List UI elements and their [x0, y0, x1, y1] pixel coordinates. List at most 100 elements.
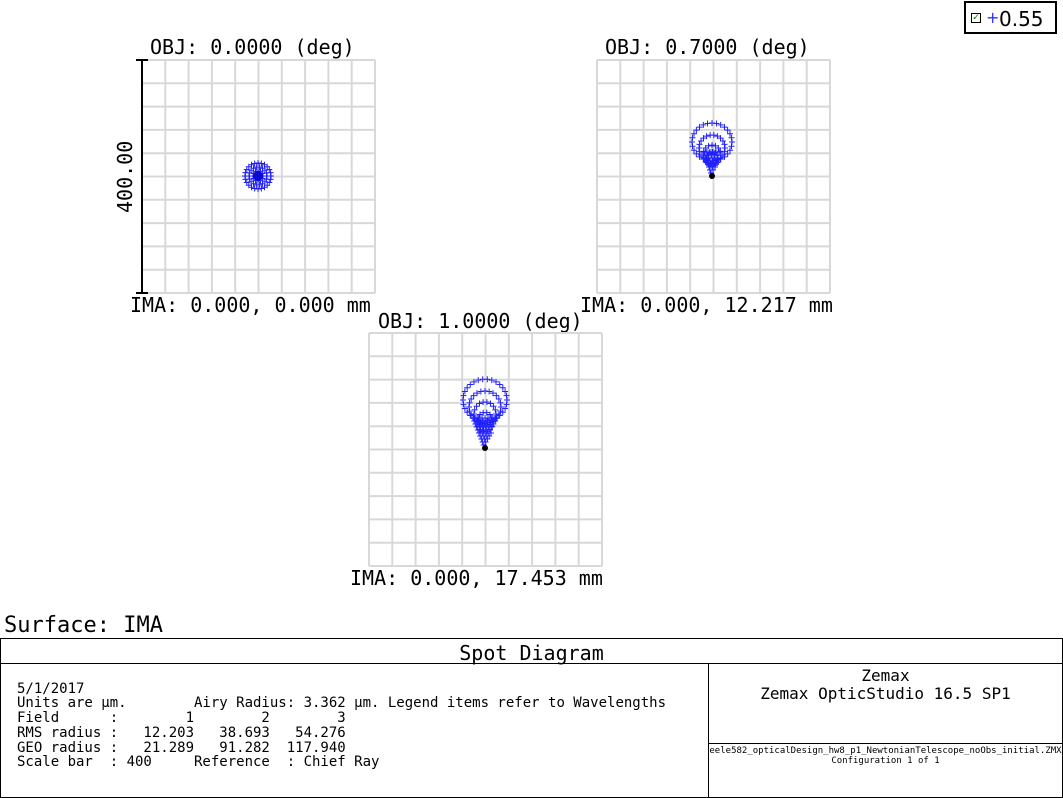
- ray-plus-marker: [487, 400, 494, 407]
- ray-plus-marker: [460, 392, 467, 399]
- ray-plus-marker: [486, 388, 493, 395]
- ray-plus-marker: [468, 396, 475, 402]
- ray-plus-marker: [721, 141, 728, 148]
- ray-plus-marker: [696, 141, 703, 148]
- ray-plus-marker: [696, 124, 703, 131]
- ray-plus-marker: [464, 384, 471, 391]
- legend: ✓ + 0.55: [964, 1, 1057, 34]
- ray-plus-marker: [689, 134, 696, 141]
- ray-plus-marker: [497, 408, 504, 415]
- footer-field-line: Field : 1 2 3: [17, 710, 346, 726]
- ray-plus-marker: [246, 169, 253, 176]
- ray-plus-marker: [488, 377, 495, 384]
- ray-plus-marker: [476, 400, 483, 407]
- ray-plus-marker: [483, 399, 490, 406]
- ray-plus-marker: [497, 399, 504, 406]
- ray-plus-marker: [471, 411, 477, 417]
- field-2-title: OBJ: 0.7000 (deg): [605, 35, 810, 59]
- footer-configuration: Configuration 1 of 1: [831, 756, 940, 766]
- ray-plus-marker: [482, 388, 488, 394]
- ray-plus-marker: [461, 405, 468, 412]
- spot-plot-field-3: [368, 332, 603, 567]
- footer-product: Zemax OpticStudio 16.5 SP1: [760, 684, 1011, 703]
- field-1-image-coords: IMA: 0.000, 0.000 mm: [130, 293, 371, 317]
- ray-plus-marker: [709, 142, 715, 149]
- spot-plot-field-2: [596, 59, 831, 294]
- ray-plus-marker: [705, 142, 712, 149]
- ray-plus-marker: [700, 135, 707, 142]
- field-3-title: OBJ: 1.0000 (deg): [378, 309, 583, 333]
- ray-plus-marker: [693, 127, 700, 134]
- ray-plus-marker: [689, 139, 695, 145]
- ray-plus-marker: [717, 148, 724, 155]
- ray-plus-marker: [483, 409, 490, 416]
- field-1-title: OBJ: 0.0000 (deg): [150, 35, 355, 59]
- footer-scale-line: Scale bar : 400 Reference : Chief Ray: [17, 754, 380, 770]
- ray-plus-marker: [728, 143, 735, 150]
- footer-units-line: Units are µm. Airy Radius: 3.362 µm. Leg…: [17, 695, 667, 711]
- ray-plus-marker: [461, 388, 468, 395]
- spot-pattern: [460, 376, 510, 451]
- ray-plus-marker: [248, 161, 255, 168]
- ray-plus-marker: [251, 185, 258, 192]
- info-footer: Spot Diagram 5/1/2017 Units are µm. Airy…: [0, 638, 1063, 798]
- scale-bar: [136, 59, 148, 294]
- ray-plus-marker: [470, 392, 477, 399]
- ray-plus-marker: [259, 180, 266, 187]
- ray-plus-marker: [496, 381, 503, 388]
- ray-plus-marker: [722, 145, 728, 151]
- ray-plus-marker: [696, 145, 702, 151]
- ray-plus-marker: [721, 124, 728, 131]
- spot-plot-field-1: [136, 59, 376, 294]
- ray-plus-marker: [715, 144, 722, 151]
- ray-plus-marker: [471, 406, 478, 413]
- ray-plus-marker: [466, 408, 473, 415]
- ray-plus-marker: [502, 405, 509, 412]
- footer-filename: eele582_opticalDesign_hw8_p1_NewtonianTe…: [709, 746, 1062, 756]
- ray-plus-marker: [714, 133, 721, 140]
- ray-plus-marker: [484, 376, 491, 383]
- ray-plus-marker: [719, 137, 726, 144]
- grid: [141, 59, 376, 294]
- ray-plus-marker: [473, 403, 480, 410]
- ray-plus-marker: [499, 384, 506, 391]
- ray-plus-marker: [467, 381, 474, 388]
- ray-plus-marker: [471, 378, 477, 385]
- ray-plus-marker: [250, 165, 257, 172]
- footer-rms-line: RMS radius : 12.203 38.693 54.276: [17, 725, 346, 741]
- ray-plus-marker: [493, 411, 499, 417]
- chief-ray-point: [482, 445, 488, 451]
- ray-plus-marker: [466, 399, 473, 406]
- footer-date: 5/1/2017: [17, 681, 85, 697]
- field-2-image-coords: IMA: 0.000, 12.217 mm: [580, 293, 833, 317]
- ray-plus-marker: [502, 388, 509, 395]
- ray-plus-marker: [728, 134, 735, 141]
- legend-checkbox[interactable]: ✓: [971, 13, 981, 23]
- ray-plus-marker: [477, 388, 484, 395]
- ray-plus-marker: [474, 390, 480, 397]
- ray-plus-marker: [689, 143, 696, 150]
- ray-plus-marker: [477, 411, 484, 418]
- plus-marker-icon: +: [986, 8, 1000, 27]
- ray-plus-marker: [266, 166, 273, 173]
- spot-core: [253, 171, 263, 181]
- ray-plus-marker: [703, 133, 710, 140]
- ray-plus-marker: [486, 411, 493, 418]
- ray-plus-marker: [490, 403, 497, 410]
- ray-plus-marker: [243, 179, 250, 186]
- ray-plus-marker: [493, 392, 500, 399]
- ray-plus-marker: [724, 150, 731, 157]
- footer-title: Spot Diagram: [1, 639, 1062, 665]
- field-3-image-coords: IMA: 0.000, 17.453 mm: [350, 566, 603, 590]
- ray-plus-marker: [246, 176, 253, 183]
- ray-plus-marker: [727, 130, 734, 137]
- ray-plus-marker: [713, 120, 720, 127]
- ray-plus-marker: [263, 169, 270, 176]
- spot-pattern: [689, 120, 735, 179]
- ray-plus-marker: [493, 378, 499, 385]
- ray-plus-marker: [495, 396, 502, 402]
- scale-bar-label: 400.00: [113, 140, 137, 213]
- ray-plus-marker: [498, 404, 504, 410]
- ray-plus-marker: [503, 401, 510, 408]
- surface-label: Surface: IMA: [4, 613, 163, 638]
